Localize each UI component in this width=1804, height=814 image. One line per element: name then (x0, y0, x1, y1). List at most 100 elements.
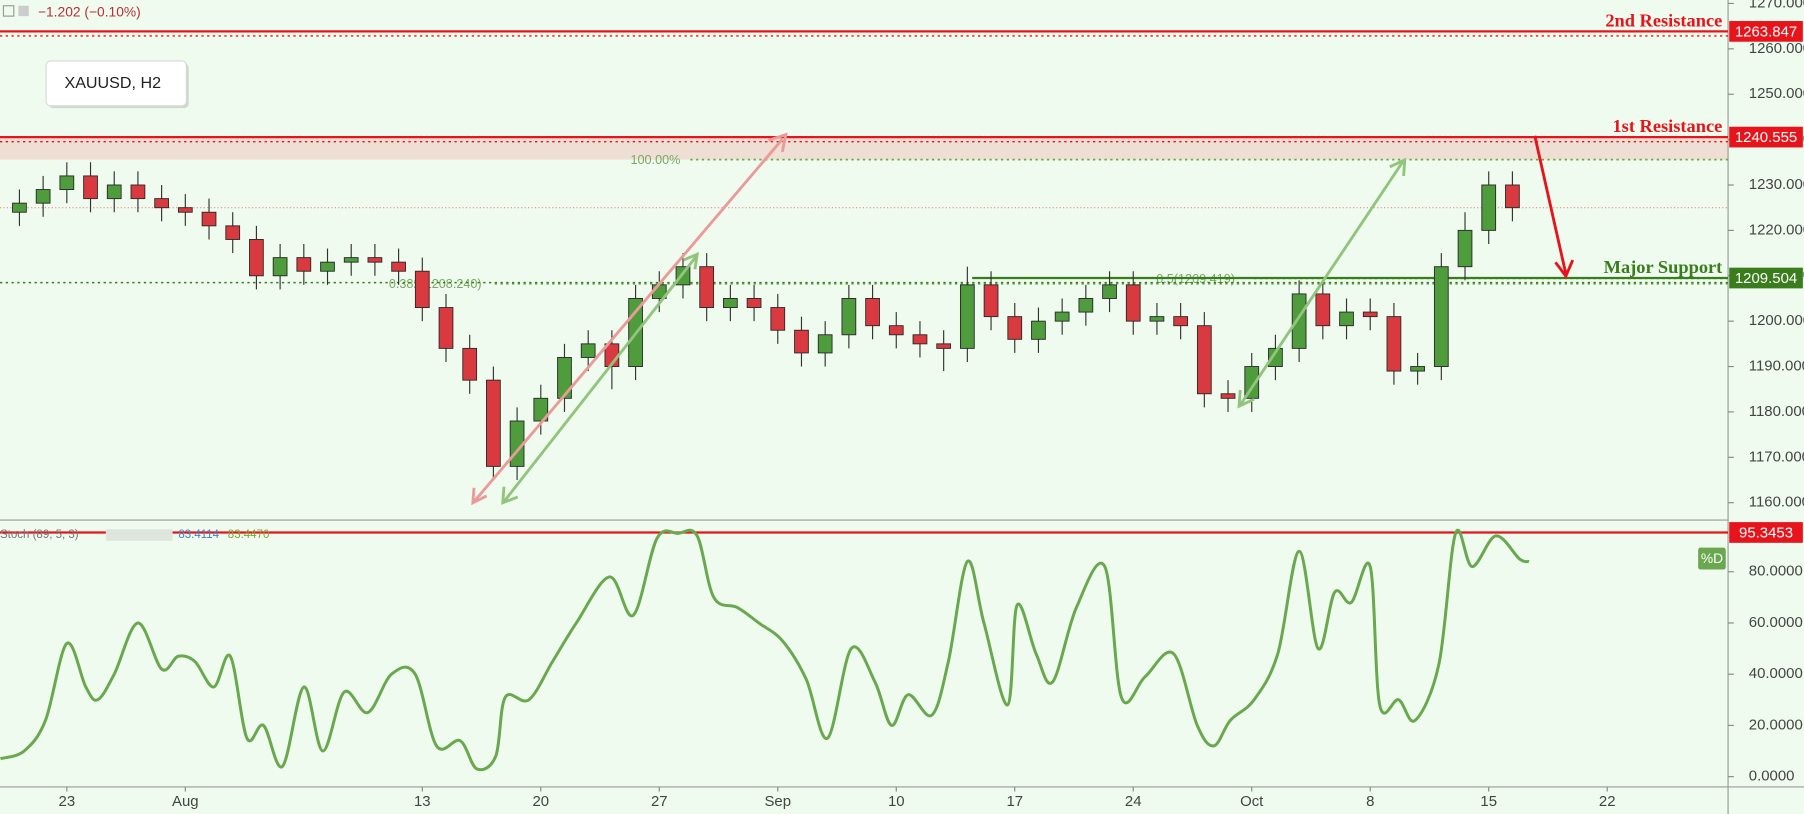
series-tag (1698, 547, 1726, 570)
candle-body (1007, 316, 1023, 340)
candle-body (1054, 311, 1070, 322)
candle-body (1481, 184, 1497, 231)
candle-body (1078, 298, 1094, 313)
candle-body (201, 211, 217, 227)
y-tick-label: 1180.000 (1749, 403, 1804, 420)
candle-body (865, 298, 880, 327)
candle-body (794, 329, 809, 354)
x-tick-label: 27 (651, 793, 668, 810)
indicator-value: 83.4114 (178, 529, 219, 541)
candle-body (12, 202, 27, 213)
candle-body (1173, 316, 1189, 327)
candle-body (1410, 366, 1425, 372)
box (45, 60, 187, 107)
collapse-icon (2, 5, 15, 17)
arrow-head (501, 486, 519, 505)
level-tag (1729, 267, 1803, 289)
x-tick-label: 24 (1125, 793, 1142, 810)
x-tick-label: 20 (532, 793, 549, 810)
candle-body (699, 266, 715, 309)
candle-body (106, 184, 122, 200)
fib-label: 100.00% (630, 153, 680, 167)
x-tick-label: 23 (59, 793, 76, 810)
candle-body (391, 261, 406, 272)
indicator-value: 83.4470 (228, 529, 270, 541)
projection-arrow (1533, 135, 1568, 275)
level-tag-label: 1240.555 (1735, 129, 1797, 146)
candle-body (1291, 293, 1307, 349)
series-tag-label: %D (1701, 551, 1723, 566)
fib-label: 0.382(1208.240) (389, 277, 482, 291)
y-tick-label: 0.0000 (1749, 768, 1795, 785)
level-label: 1st Resistance (1612, 116, 1722, 136)
candle-body (1315, 293, 1331, 327)
candle-body (723, 298, 738, 309)
candle-body (35, 189, 51, 204)
x-tick-label: Aug (172, 793, 199, 810)
y-tick-label: 1250.000 (1749, 85, 1804, 102)
x-tick-label: Sep (764, 793, 791, 810)
candle-body (59, 175, 75, 190)
candle-body (130, 184, 146, 200)
y-tick-label: 1160.000 (1749, 494, 1804, 511)
arrow-head (1389, 157, 1407, 177)
candle-body (1149, 316, 1165, 322)
candle-body (1457, 229, 1473, 268)
drawings (471, 132, 1575, 506)
indicator-controls (105, 529, 173, 541)
y-tick-label: 1220.000 (1749, 221, 1804, 238)
candle-body (983, 284, 999, 318)
level-tag-label: 95.3453 (1739, 525, 1793, 542)
x-tick-label: 17 (1006, 793, 1023, 810)
x-tick-label: 22 (1599, 793, 1616, 810)
candle-body (746, 298, 762, 309)
candle-body (1362, 311, 1378, 318)
candle-body (1268, 347, 1283, 368)
symbol-box: XAUUSD, H2 (45, 60, 189, 109)
y-tick-label: 40.0000 (1749, 665, 1803, 682)
x-tick-label: 10 (888, 793, 905, 810)
candle-body (912, 334, 928, 345)
level-tag-label: 1263.847 (1735, 23, 1797, 40)
arrow-head (1237, 389, 1255, 409)
candle-body (249, 239, 264, 277)
candle-body (1244, 366, 1260, 399)
stoch-line (0, 528, 1530, 772)
y-tick-label: 80.0000 (1749, 563, 1803, 580)
candle-body (770, 307, 786, 331)
candle-body (177, 207, 193, 213)
candle-body (343, 257, 359, 263)
y-tick-label: 1270.000 (1749, 0, 1804, 11)
level-tag (1729, 522, 1803, 543)
x-tick-label: Oct (1240, 793, 1264, 810)
indicator-title: Stoch (89, 5, 3) (0, 529, 79, 541)
x-tick-label: 8 (1366, 793, 1374, 810)
candle-body (817, 334, 833, 354)
level-label: Major Support (1604, 257, 1724, 277)
arrow-head (471, 487, 488, 506)
arrow-head (1554, 259, 1575, 279)
level-tag (1729, 21, 1803, 42)
candle-body (888, 325, 904, 336)
candle-body (320, 261, 335, 272)
candle-body (1433, 266, 1449, 368)
candle-body (1102, 284, 1117, 299)
candle-body (154, 198, 169, 209)
candle-body (272, 257, 288, 277)
chart-title: XAUUSD, H2 (64, 74, 161, 92)
level-tag (1729, 126, 1803, 148)
candle-body (438, 307, 454, 349)
arrow-head (768, 132, 788, 153)
candle-body (225, 225, 241, 240)
trend-arrow (1239, 161, 1404, 406)
y-tick-label: 1170.000 (1749, 448, 1804, 465)
candle-body (1125, 284, 1141, 322)
y-tick-label: 20.0000 (1749, 716, 1803, 733)
y-tick-label: 1230.000 (1749, 176, 1804, 193)
trend-arrow (472, 138, 784, 503)
candle-body (675, 266, 691, 286)
y-tick-label: 1190.000 (1749, 357, 1804, 374)
